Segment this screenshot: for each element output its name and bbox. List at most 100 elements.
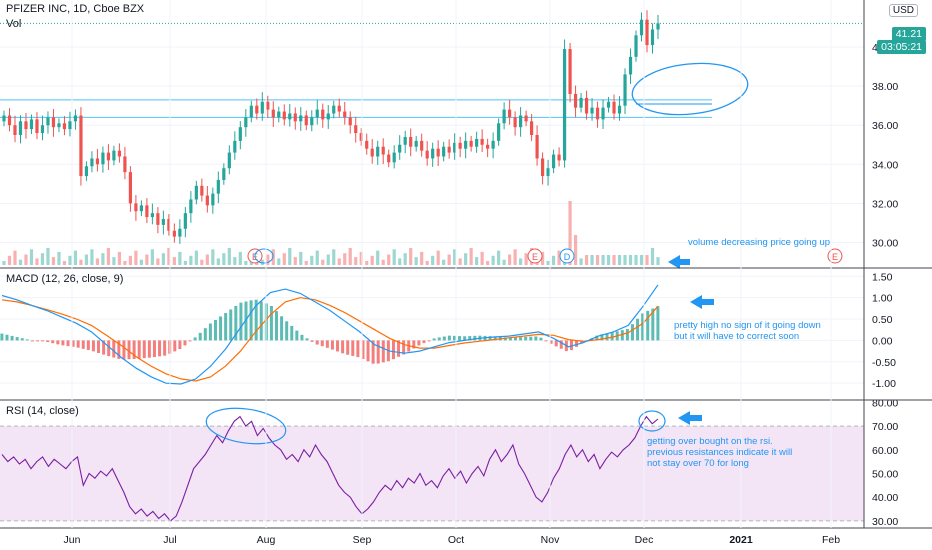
volume-label: Vol	[6, 18, 22, 30]
macd-histogram-bar	[275, 311, 279, 341]
price-tick-label: 32.00	[872, 198, 898, 210]
volume-bar	[398, 258, 402, 265]
macd-histogram-bar	[620, 330, 624, 341]
candle-body	[453, 142, 457, 153]
rsi-annotation-line3: not stay over 70 for long	[647, 458, 749, 469]
candle-body	[398, 144, 402, 153]
volume-bar	[310, 255, 314, 265]
candle-body	[546, 168, 550, 177]
volume-bar	[601, 255, 605, 265]
volume-bar	[13, 250, 17, 265]
candle-body	[35, 119, 39, 134]
candle-body	[310, 117, 314, 126]
event-marker-label: E	[832, 252, 838, 262]
volume-bar	[194, 250, 198, 265]
macd-tick-label: -1.00	[872, 378, 896, 390]
highlight-circle	[254, 248, 274, 264]
candle-body	[233, 140, 237, 153]
macd-pane-label[interactable]: MACD (12, 26, close, 9)	[6, 273, 124, 285]
macd-histogram-bar	[290, 325, 294, 341]
macd-histogram-bar	[234, 305, 238, 341]
volume-bar	[62, 261, 67, 265]
volume-bar	[409, 248, 413, 265]
currency-button[interactable]: USD	[888, 4, 918, 17]
volume-bar	[623, 255, 627, 265]
event-marker	[559, 248, 575, 264]
candle-body	[431, 148, 435, 159]
macd-histogram-bar	[147, 340, 151, 358]
rsi-tick-label: 50.00	[872, 468, 898, 480]
volume-bar	[167, 248, 171, 265]
macd-histogram-bar	[493, 336, 497, 341]
candle-body	[519, 115, 523, 128]
candle-body	[13, 125, 17, 135]
macd-histogram-bar	[280, 316, 284, 341]
volume-bar	[475, 257, 479, 265]
candle-body	[469, 140, 473, 147]
candle-body	[304, 115, 308, 126]
macd-histogram-bar	[10, 335, 14, 341]
volume-bar	[299, 251, 303, 265]
macd-tick-label: 0.00	[872, 335, 893, 347]
macd-histogram-bar	[239, 302, 243, 341]
volume-bar	[205, 254, 209, 265]
candle-body	[381, 146, 385, 155]
candle-body	[617, 105, 622, 114]
volume-annotation: volume decreasing price going up	[688, 237, 831, 248]
macd-histogram-bar	[458, 336, 462, 341]
highlight-ellipse	[205, 407, 287, 445]
volume-bar	[117, 251, 122, 265]
last-price-badge: 41.21	[891, 27, 926, 41]
candle-body	[24, 121, 28, 130]
candle-body	[260, 101, 264, 114]
candle-body	[18, 121, 23, 135]
volume-bar	[343, 253, 347, 265]
volume-bar	[359, 251, 363, 265]
volume-bar	[354, 257, 358, 265]
macd-histogram-bar	[163, 340, 167, 356]
x-tick-label: Jul	[163, 534, 176, 546]
macd-histogram-bar	[630, 324, 634, 341]
event-marker-label: D	[564, 252, 571, 262]
candle-body	[145, 205, 149, 218]
macd-histogram-bar	[600, 334, 604, 341]
macd-histogram-bar	[575, 340, 579, 347]
volume-bar	[464, 253, 468, 265]
volume-bar	[277, 258, 281, 265]
volume-bar	[656, 257, 660, 265]
candle-body	[315, 109, 319, 118]
candle-body	[106, 152, 111, 161]
volume-bar	[447, 254, 451, 265]
volume-bar	[508, 254, 512, 265]
candle-body	[606, 101, 611, 108]
macd-histogram-bar	[519, 337, 523, 341]
candle-body	[139, 205, 143, 212]
volume-bar	[282, 253, 286, 265]
candle-body	[551, 154, 556, 169]
macd-histogram-bar	[381, 340, 385, 363]
volume-bar	[216, 258, 220, 265]
candle-body	[612, 101, 616, 114]
macd-histogram-bar	[56, 340, 60, 345]
rsi-tick-label: 40.00	[872, 492, 898, 504]
symbol-title[interactable]: PFIZER INC, 1D, Cboe BZX	[6, 3, 145, 15]
volume-bar	[524, 253, 528, 265]
volume-bar	[51, 257, 56, 265]
candle-body	[178, 228, 182, 237]
candle-body	[491, 140, 495, 149]
candle-body	[51, 117, 56, 128]
macd-histogram-bar	[295, 330, 299, 341]
macd-histogram-bar	[539, 337, 543, 341]
candle-body	[128, 172, 133, 204]
volume-bar	[79, 259, 83, 265]
macd-histogram-bar	[86, 340, 90, 350]
macd-histogram-bar	[142, 340, 146, 359]
macd-histogram-bar	[437, 337, 441, 341]
event-marker-label: E	[532, 252, 538, 262]
macd-histogram-bar	[76, 340, 80, 348]
volume-bar	[244, 261, 248, 265]
volume-bar	[458, 258, 462, 265]
volume-bar	[584, 255, 589, 265]
rsi-pane-label[interactable]: RSI (14, close)	[6, 405, 79, 417]
